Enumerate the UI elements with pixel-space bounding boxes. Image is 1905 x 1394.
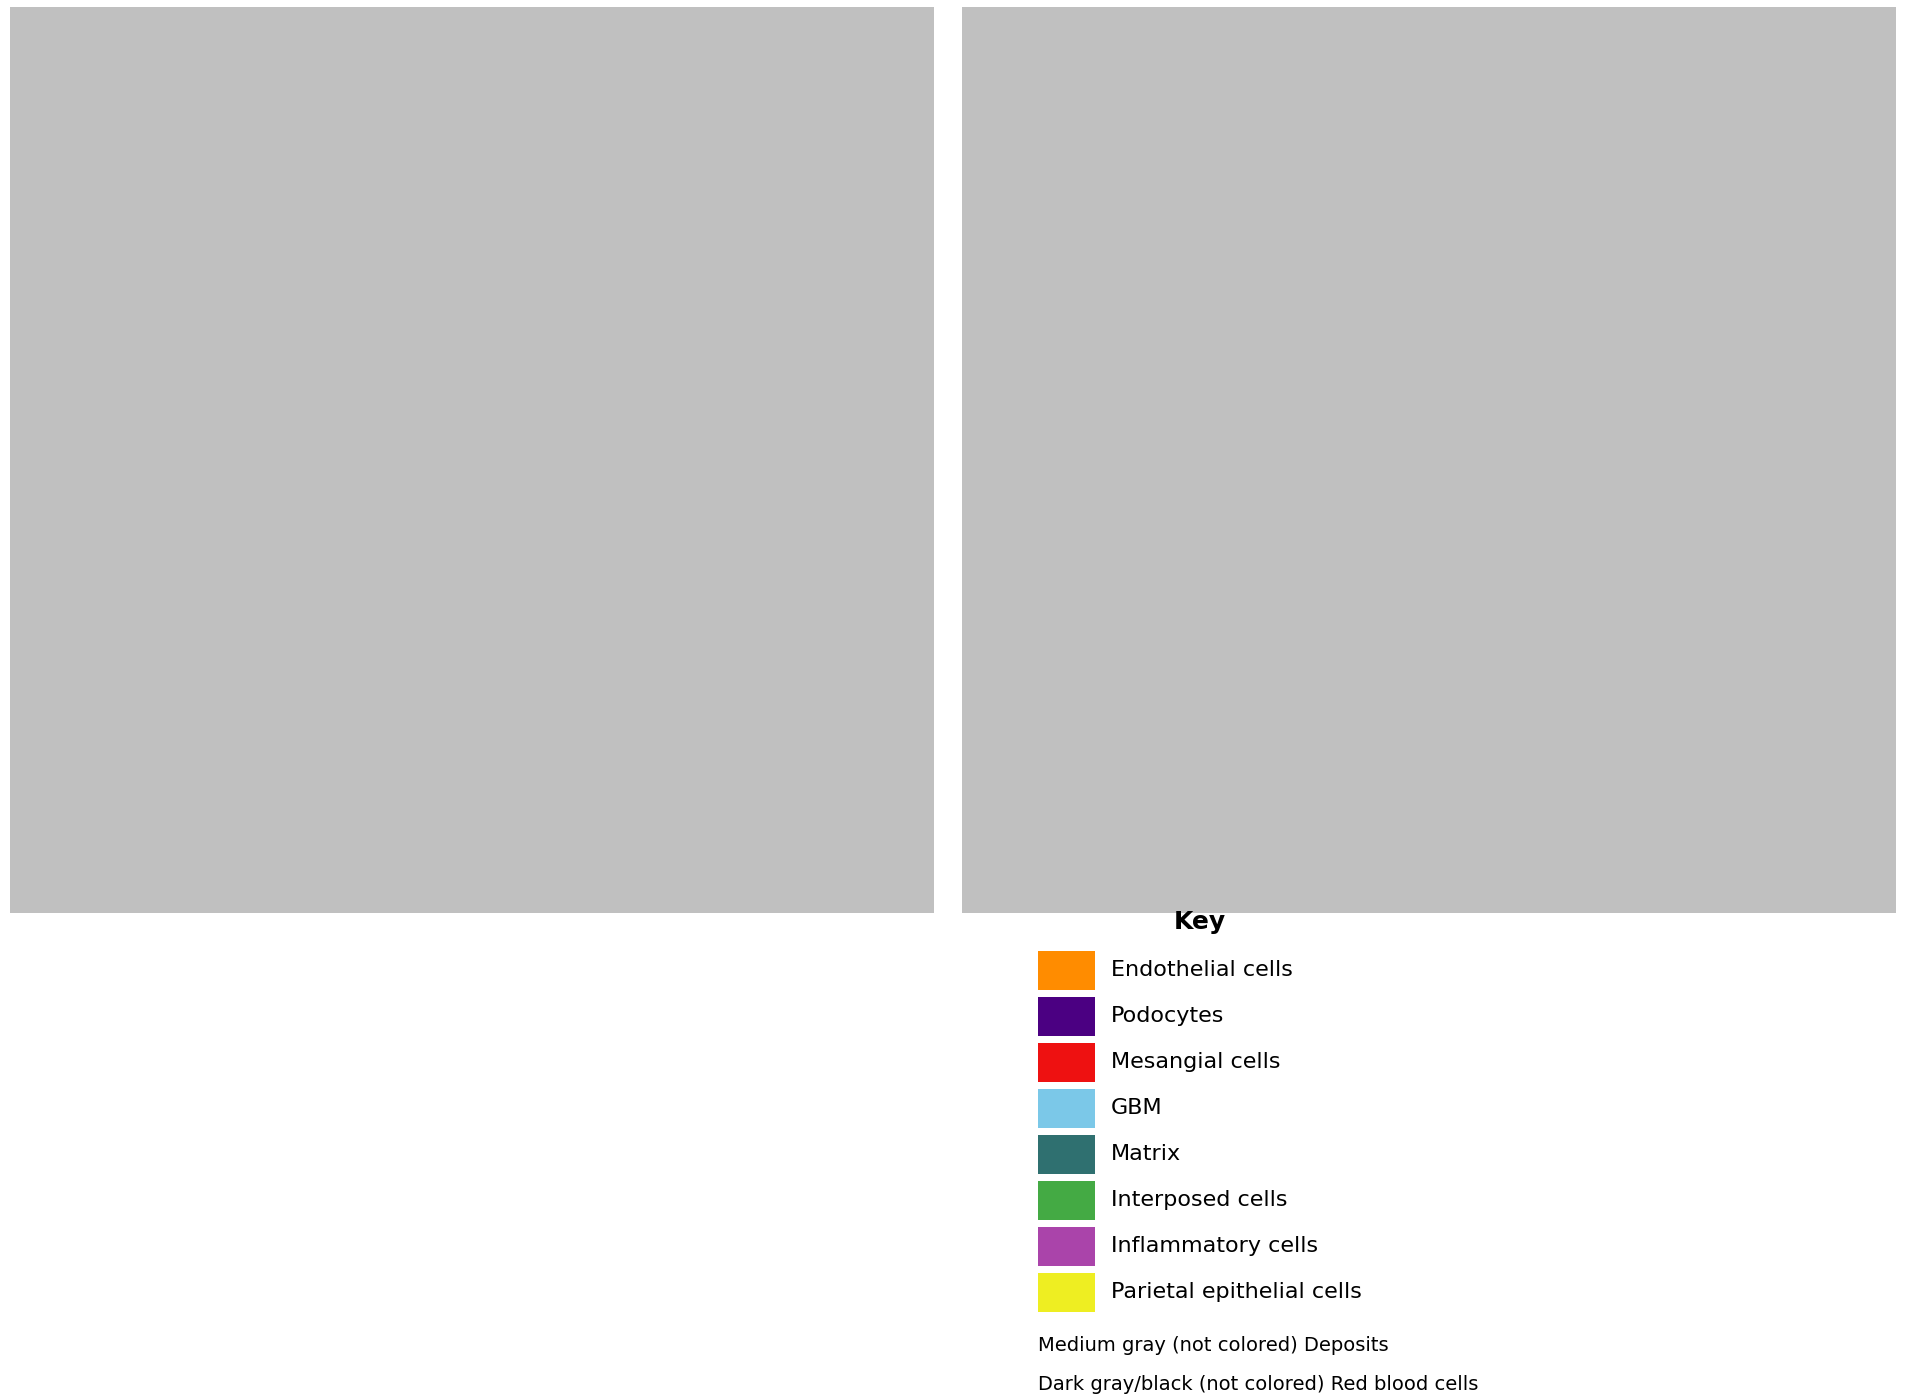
Bar — [1038, 1135, 1095, 1174]
Text: Endothelial cells: Endothelial cells — [1111, 960, 1292, 980]
Bar — [1038, 997, 1095, 1036]
Text: Interposed cells: Interposed cells — [1111, 1190, 1288, 1210]
Text: Matrix: Matrix — [1111, 1144, 1181, 1164]
Text: Inflammatory cells: Inflammatory cells — [1111, 1236, 1318, 1256]
Bar — [1038, 1273, 1095, 1312]
Text: Dark gray/black (not colored) Red blood cells: Dark gray/black (not colored) Red blood … — [1038, 1374, 1478, 1394]
Bar — [1038, 1181, 1095, 1220]
Text: Parietal epithelial cells: Parietal epithelial cells — [1111, 1282, 1362, 1302]
Text: GBM: GBM — [1111, 1098, 1162, 1118]
Bar — [1038, 1089, 1095, 1128]
Text: Medium gray (not colored) Deposits: Medium gray (not colored) Deposits — [1038, 1335, 1389, 1355]
Bar — [1038, 1227, 1095, 1266]
Text: Key: Key — [1173, 910, 1227, 934]
Text: Podocytes: Podocytes — [1111, 1006, 1225, 1026]
Bar — [1038, 951, 1095, 990]
Bar — [1038, 1043, 1095, 1082]
Text: Mesangial cells: Mesangial cells — [1111, 1052, 1280, 1072]
